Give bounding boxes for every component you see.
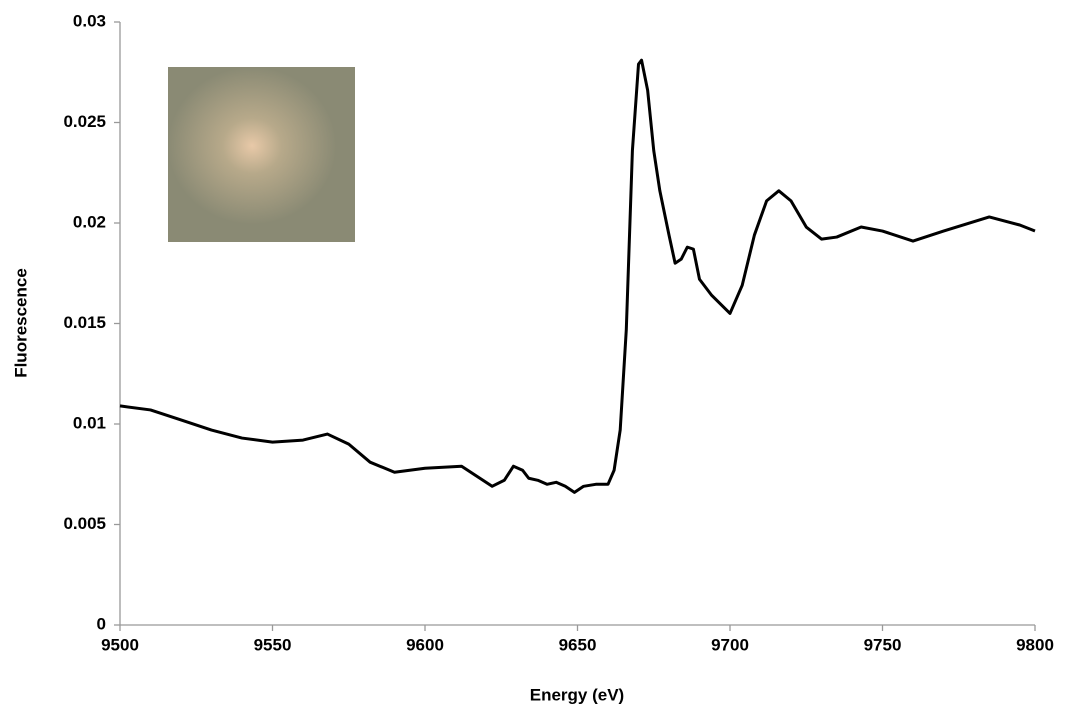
data-line — [119, 58, 1036, 494]
y-tick-label: 0.01 — [73, 413, 106, 432]
inset-image — [168, 67, 355, 242]
x-axis-label: Energy (eV) — [530, 685, 624, 704]
y-tick-label: 0 — [97, 614, 106, 633]
x-tick-label: 9600 — [406, 635, 444, 654]
y-tick-label: 0.025 — [63, 112, 106, 131]
x-tick-label: 9750 — [864, 635, 902, 654]
y-tick-label: 0.005 — [63, 514, 106, 533]
y-tick-label: 0.02 — [73, 212, 106, 231]
x-tick-label: 9650 — [559, 635, 597, 654]
y-tick-label: 0.015 — [63, 313, 106, 332]
y-tick-label: 0.03 — [73, 11, 106, 30]
x-tick-label: 9700 — [711, 635, 749, 654]
x-tick-label: 9550 — [254, 635, 292, 654]
x-tick-label: 9800 — [1016, 635, 1054, 654]
y-axis-label: Fluorescence — [11, 268, 30, 378]
x-tick-label: 9500 — [101, 635, 139, 654]
